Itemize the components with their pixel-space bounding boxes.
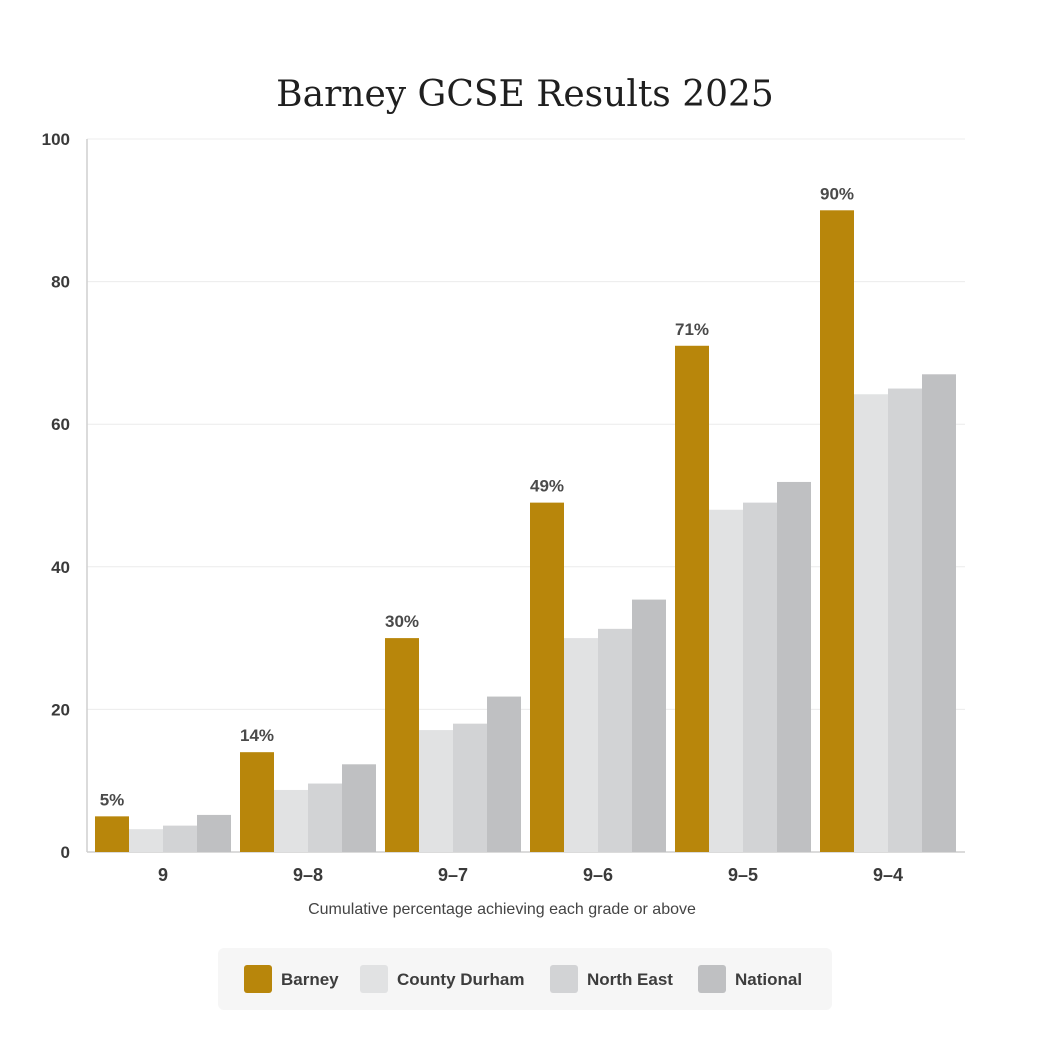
x-tick-label: 9–5 [728,865,758,885]
y-tick-label: 60 [51,415,70,434]
data-label: 5% [100,790,125,809]
data-labels: 5% 14% 30% 49% 71% 90% [100,184,854,809]
legend-swatch [244,965,272,993]
bar [743,502,777,852]
data-label: 14% [240,726,274,745]
bar [709,509,743,852]
chart-title: Barney GCSE Results 2025 [276,74,774,115]
legend-swatch [360,965,388,993]
y-tick-label: 80 [51,273,70,292]
legend-swatch [550,965,578,993]
axes: 0 20 40 60 80 100 9 9–8 9–7 9–6 9–5 9–4 [42,130,965,885]
legend-swatch [698,965,726,993]
data-label: 71% [675,320,709,339]
y-tick-label: 0 [61,843,70,862]
bar [163,825,197,852]
legend-box [218,948,832,1010]
bar [342,764,376,852]
legend: Barney County Durham North East National [218,948,832,1010]
bar [632,599,666,852]
bar [197,814,231,852]
bar [777,481,811,852]
bar [888,388,922,852]
bar [274,789,308,852]
data-label: 49% [530,477,564,496]
x-axis-label: Cumulative percentage achieving each gra… [308,901,696,918]
x-tick-label: 9–7 [438,865,468,885]
bars [95,210,956,853]
bar [675,345,709,852]
bar [129,829,163,852]
y-tick-label: 100 [42,130,70,149]
legend-label: County Durham [397,970,525,989]
bar [240,752,274,852]
data-label: 30% [385,612,419,631]
x-tick-label: 9–8 [293,865,323,885]
legend-label: Barney [281,970,339,989]
bar [598,628,632,852]
y-tick-label: 40 [51,558,70,577]
bar [308,783,342,852]
bar [487,696,521,852]
x-tick-label: 9 [158,865,168,885]
bar [95,816,129,852]
bar [854,394,888,852]
gridlines [87,138,965,710]
bar [453,723,487,852]
bar [564,638,598,852]
legend-label: National [735,970,802,989]
bar [530,502,564,852]
x-tick-label: 9–4 [873,865,903,885]
bar [922,374,956,852]
data-label: 90% [820,184,854,203]
legend-label: North East [587,970,673,989]
bar [419,730,453,852]
y-tick-label: 20 [51,700,70,719]
bar [385,638,419,852]
bar [820,210,854,853]
x-tick-label: 9–6 [583,865,613,885]
